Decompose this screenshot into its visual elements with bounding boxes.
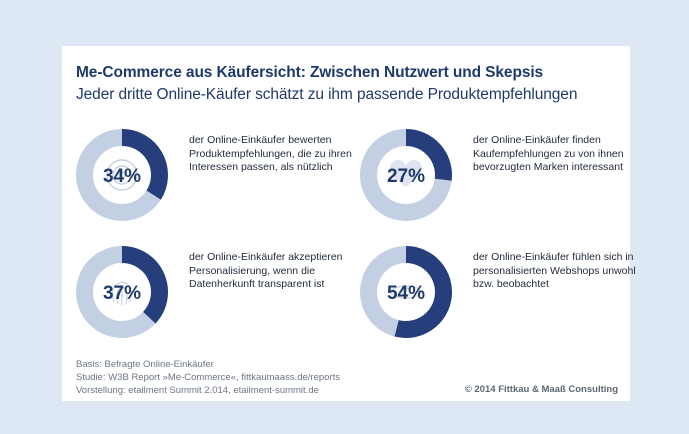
donut-percent-label: 37% xyxy=(103,283,141,304)
donut-chart: 37% xyxy=(74,244,170,340)
stat-block: 37% der Online-Einkäufer akzeptieren Per… xyxy=(74,244,354,344)
target-icon xyxy=(106,159,138,191)
eye-icon xyxy=(389,285,423,299)
donut-value-arc xyxy=(121,246,168,324)
donut-percent-label: 27% xyxy=(387,166,425,187)
donut-value-arc xyxy=(394,246,452,338)
donut-svg: 37% xyxy=(76,246,168,338)
stat-block: 34% der Online-Einkäufer bewerten Produk… xyxy=(74,127,354,227)
stat-block: 27% der Online-Einkäufer finden Kaufempf… xyxy=(358,127,638,227)
donut-chart: 34% xyxy=(74,127,170,223)
copyright-notice: © 2014 Fittkau & Maaß Consulting xyxy=(464,384,618,395)
heart-icon xyxy=(390,160,422,187)
donut-value-arc xyxy=(405,129,452,181)
footer-vorstellung: Vorstellung: etailment Summit 2.014, eta… xyxy=(76,385,319,396)
donut-percent-label: 34% xyxy=(103,166,141,187)
donut-svg: 54% xyxy=(360,246,452,338)
chart-subtitle: Jeder dritte Online-Käufer schätzt zu ih… xyxy=(76,86,578,103)
donut-chart: 27% xyxy=(358,127,454,223)
chart-title: Me-Commerce aus Käufersicht: Zwischen Nu… xyxy=(76,64,544,81)
donut-chart: 54% xyxy=(358,244,454,340)
source-notes: Basis: Befragte Online-Einkäufer Studie:… xyxy=(76,358,340,397)
stat-description: der Online-Einkäufer fühlen sich in pers… xyxy=(473,251,636,290)
donut-svg: 27% xyxy=(360,129,452,221)
footer-studie: Studie: W3B Report »Me-Commerce«, fittka… xyxy=(76,372,340,383)
footer-basis: Basis: Befragte Online-Einkäufer xyxy=(76,359,214,370)
stat-description: der Online-Einkäufer finden Kaufempfehlu… xyxy=(473,134,624,173)
infographic-card: Me-Commerce aus Käufersicht: Zwischen Nu… xyxy=(62,46,636,401)
fingerprint-icon xyxy=(111,281,133,305)
donut-value-arc xyxy=(121,129,168,200)
stat-description: der Online-Einkäufer bewerten Produktemp… xyxy=(189,134,352,173)
donut-svg: 34% xyxy=(76,129,168,221)
stat-block: 54% der Online-Einkäufer fühlen sich in … xyxy=(358,244,638,344)
stat-description: der Online-Einkäufer akzeptieren Persona… xyxy=(189,251,343,290)
donut-percent-label: 54% xyxy=(387,283,425,304)
